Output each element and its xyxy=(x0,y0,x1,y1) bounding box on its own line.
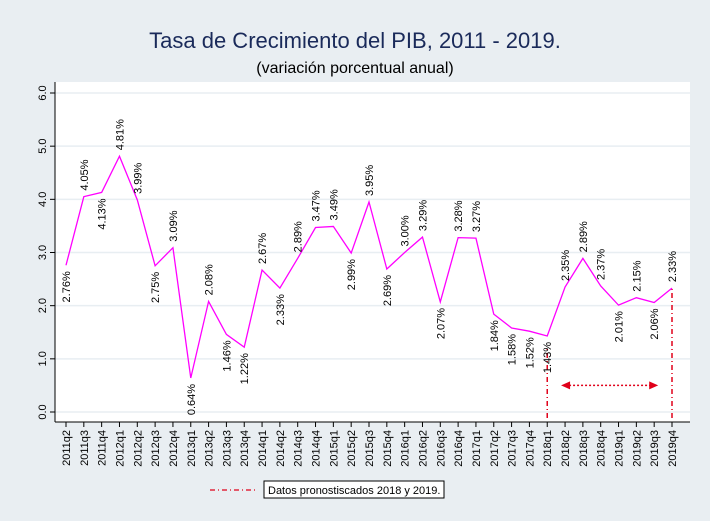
x-tick-label: 2012q3 xyxy=(150,430,162,467)
x-tick-label: 2015q3 xyxy=(364,430,376,467)
x-tick-label: 2018q4 xyxy=(596,430,608,467)
legend-box xyxy=(263,480,445,499)
x-tick-label: 2014q3 xyxy=(293,430,305,467)
x-tick-label: 2017q2 xyxy=(489,430,501,467)
series-line xyxy=(65,154,673,379)
data-label: 1.22% xyxy=(239,353,251,384)
data-label: 1.43% xyxy=(542,342,554,373)
x-tick-label: 2017q3 xyxy=(507,430,519,467)
x-tick-label: 2019q2 xyxy=(631,430,643,467)
data-label: 2.35% xyxy=(560,250,572,281)
x-tick-label: 2019q1 xyxy=(614,430,626,467)
x-tick-label: 2012q2 xyxy=(132,430,144,467)
x-tick-label: 2018q1 xyxy=(542,430,554,467)
y-tick-label: 1.0 xyxy=(37,351,49,366)
y-tick-label: 0.0 xyxy=(37,404,49,419)
x-tick-label: 2014q1 xyxy=(257,430,269,467)
data-label: 3.27% xyxy=(471,201,483,232)
y-tick-label: 6.0 xyxy=(37,85,49,100)
x-tick-label: 2012q1 xyxy=(114,430,126,467)
data-label: 4.13% xyxy=(97,198,109,229)
data-label: 2.69% xyxy=(382,275,394,306)
data-label: 4.81% xyxy=(114,119,126,150)
data-label: 2.33% xyxy=(275,294,287,325)
x-tick-label: 2014q2 xyxy=(275,430,287,467)
data-label: 2.99% xyxy=(346,259,358,290)
y-tick-label: 2.0 xyxy=(37,298,49,313)
data-label: 2.33% xyxy=(667,251,679,282)
x-tick-label: 2018q3 xyxy=(578,430,590,467)
x-tick-label: 2016q3 xyxy=(435,430,447,467)
data-label: 2.06% xyxy=(649,308,661,339)
x-tick-label: 2016q4 xyxy=(453,430,465,467)
data-label: 2.37% xyxy=(596,249,608,280)
x-tick-label: 2018q2 xyxy=(560,430,572,467)
data-label: 1.84% xyxy=(489,320,501,351)
chart-title: Tasa de Crecimiento del PIB, 2011 - 2019… xyxy=(149,28,561,53)
x-tick-label: 2015q2 xyxy=(346,430,358,467)
data-label: 2.89% xyxy=(578,221,590,252)
x-tick-label: 2014q4 xyxy=(311,430,323,467)
x-tick-label: 2017q4 xyxy=(524,430,536,467)
y-tick-label: 5.0 xyxy=(37,139,49,154)
x-tick-label: 2011q4 xyxy=(97,430,109,466)
data-label: 4.05% xyxy=(79,159,91,190)
x-tick-label: 2016q1 xyxy=(400,430,412,467)
arrow-left-icon xyxy=(561,381,571,390)
chart-subtitle: (variación porcentual anual) xyxy=(256,60,454,77)
data-label: 2.07% xyxy=(435,308,447,339)
x-tick-label: 2017q1 xyxy=(471,430,483,467)
data-label: 2.75% xyxy=(150,272,162,303)
data-label: 2.15% xyxy=(631,260,643,291)
x-tick-label: 2012q4 xyxy=(168,430,180,467)
x-tick-label: 2011q3 xyxy=(79,430,91,466)
data-label: 1.58% xyxy=(507,334,519,365)
x-tick-label: 2019q3 xyxy=(649,430,661,467)
data-label: 2.89% xyxy=(293,221,305,252)
x-tick-label: 2013q3 xyxy=(221,430,233,467)
x-tick-label: 2013q4 xyxy=(239,430,251,467)
arrow-right-icon xyxy=(649,381,659,390)
data-label: 2.76% xyxy=(61,271,73,302)
x-tick-label: 2011q2 xyxy=(61,430,73,466)
data-label: 3.00% xyxy=(400,215,412,246)
y-tick-label: 4.0 xyxy=(37,192,49,207)
data-label: 3.29% xyxy=(417,200,429,231)
data-label: 3.47% xyxy=(311,190,323,221)
x-tick-label: 2013q2 xyxy=(204,430,216,467)
data-label: 2.67% xyxy=(257,233,269,264)
data-label: 2.01% xyxy=(614,311,626,342)
data-label: 3.49% xyxy=(328,189,340,220)
x-tick-label: 2016q2 xyxy=(417,430,429,467)
x-tick-label: 2019q4 xyxy=(667,430,679,467)
data-label: 3.09% xyxy=(168,210,180,241)
x-tick-label: 2013q1 xyxy=(186,430,198,467)
data-label: 1.46% xyxy=(221,340,233,371)
y-tick-label: 3.0 xyxy=(37,245,49,260)
data-label: 0.64% xyxy=(186,384,198,415)
data-label: 1.52% xyxy=(524,337,536,368)
data-label: 3.95% xyxy=(364,165,376,196)
data-label: 2.08% xyxy=(204,264,216,295)
x-tick-label: 2015q4 xyxy=(382,430,394,467)
legend-label: Datos pronostiscados 2018 y 2019. xyxy=(268,485,440,497)
x-tick-label: 2015q1 xyxy=(328,430,340,467)
data-label: 3.28% xyxy=(453,200,465,231)
data-label: 3.99% xyxy=(132,162,144,193)
